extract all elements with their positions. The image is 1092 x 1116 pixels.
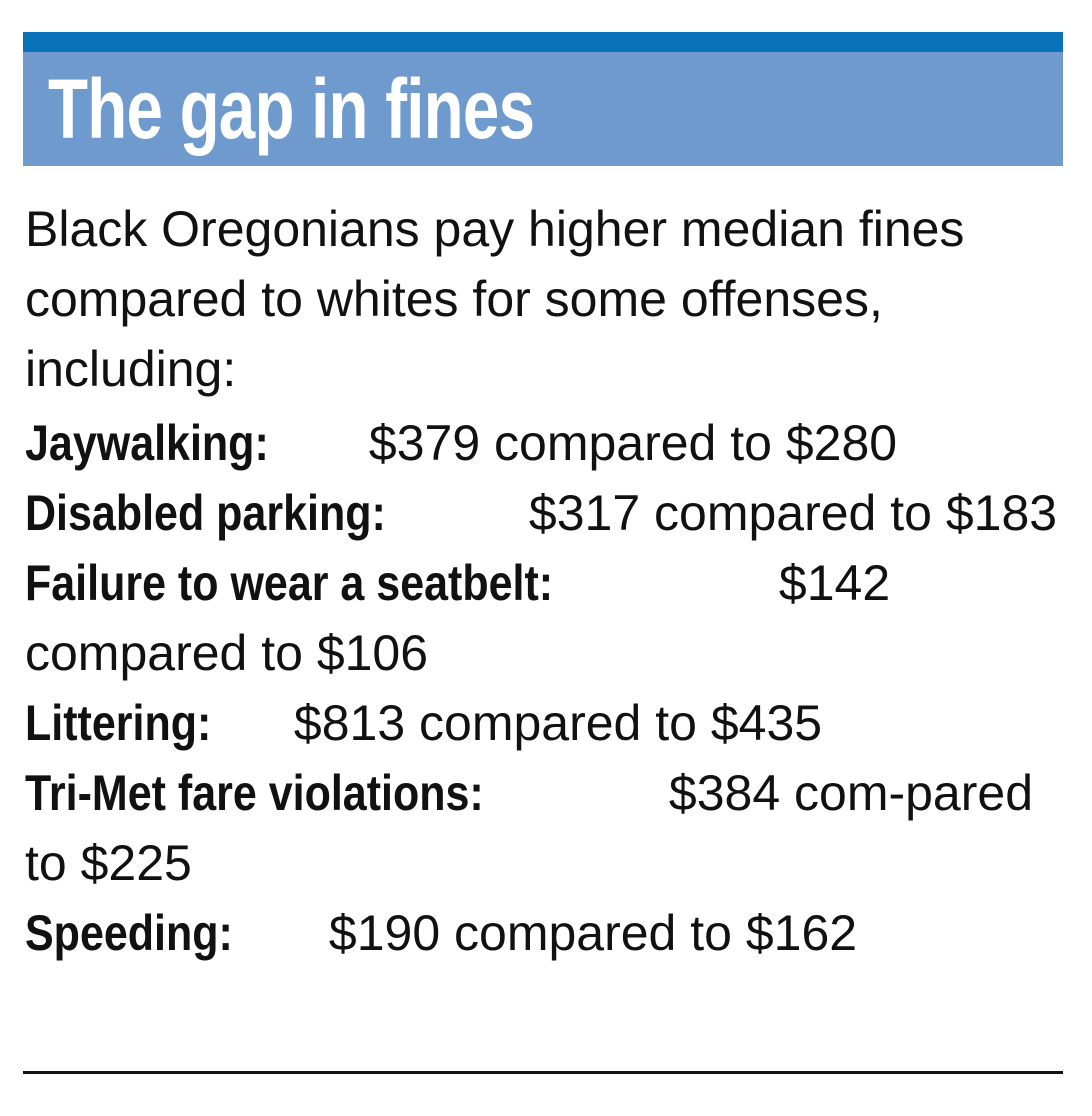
item-text: $317 compared to $183 (515, 485, 1058, 541)
bottom-rule (23, 1071, 1063, 1074)
item-text: $813 compared to $435 (280, 695, 823, 751)
title-band (23, 52, 1063, 166)
item-text: $190 compared to $162 (315, 905, 858, 961)
item-text: $142 compared to $106 (25, 555, 891, 681)
list-item: Disabled parking: $317 compared to $183 (25, 478, 1065, 548)
item-label: Tri-Met fare violations: (25, 765, 484, 821)
list-item: Littering: $813 compared to $435 (25, 688, 1065, 758)
item-label: Disabled parking: (25, 485, 386, 541)
fines-list: Jaywalking: $379 compared to $280 Disabl… (25, 408, 1065, 968)
page-title: The gap in fines (48, 62, 535, 156)
list-item: Speeding: $190 compared to $162 (25, 898, 1065, 968)
article-body: Black Oregonians pay higher median fines… (25, 194, 1065, 968)
item-text: $379 compared to $280 (355, 415, 898, 471)
intro-text: Black Oregonians pay higher median fines… (25, 201, 965, 397)
list-item: Jaywalking: $379 compared to $280 (25, 408, 1065, 478)
list-item: Tri-Met fare violations: $384 com-pared … (25, 758, 1065, 898)
item-label: Speeding: (25, 905, 233, 961)
list-item: Failure to wear a seatbelt: $142 compare… (25, 548, 1065, 688)
item-label: Littering: (25, 695, 212, 751)
item-label: Jaywalking: (25, 415, 269, 471)
top-accent-rule (23, 32, 1063, 52)
item-text: $384 com-pared to $225 (25, 765, 1034, 891)
item-label: Failure to wear a seatbelt: (25, 555, 554, 611)
